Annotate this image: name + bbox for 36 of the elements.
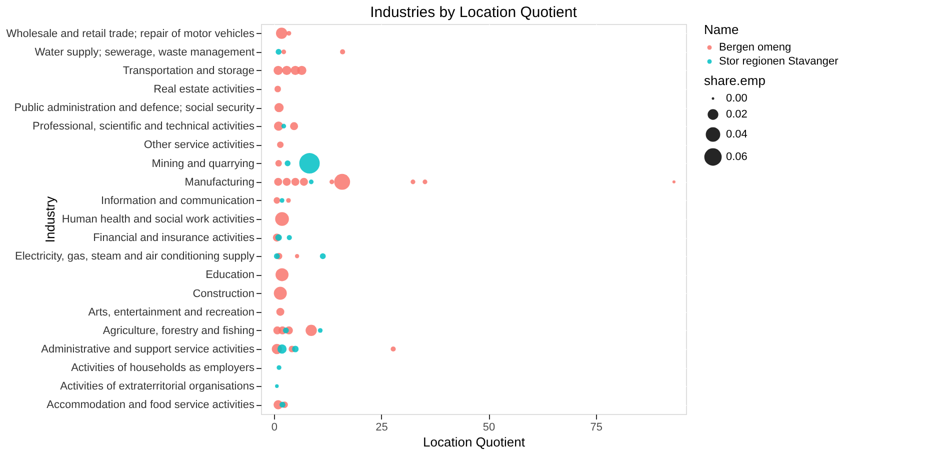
- x-tick-label: 50: [482, 422, 496, 434]
- legend-label: 0.00: [726, 92, 748, 104]
- y-tick-label: Administrative and support service activities: [41, 344, 255, 356]
- y-tick-label: Manufacturing: [184, 176, 254, 188]
- y-tick-label: Mining and quarrying: [152, 158, 254, 170]
- y-tick-label: Transportation and storage: [122, 64, 254, 77]
- y-tick-label: Information and communication: [101, 194, 254, 207]
- y-tick-label: Financial and insurance activities: [93, 232, 255, 244]
- y-tick-label: Accommodation and food service activities: [46, 399, 255, 412]
- x-tick-label: 0: [271, 422, 278, 434]
- y-tick-label: Construction: [192, 288, 254, 300]
- y-tick-label: Professional, scientific and technical activities: [32, 120, 255, 133]
- legend-label: Bergen omeng: [719, 42, 792, 54]
- legend-label: Stor regionen Stavanger: [719, 56, 839, 68]
- color-bar-title: share.emp: [704, 73, 766, 88]
- y-tick-label: Electricity, gas, steam and air conditioning supply: [15, 250, 255, 263]
- legend-label: 0.06: [726, 151, 748, 163]
- y-tick-label: Arts, entertainment and recreation: [88, 306, 254, 318]
- y-tick-label: Other service activities: [144, 139, 255, 152]
- y-axis-title: Industry: [42, 196, 58, 243]
- y-tick-label: Human health and social work activities: [62, 214, 255, 226]
- y-tick-label: Activities of households as employers: [71, 362, 255, 374]
- legend-title: Name: [704, 22, 739, 37]
- y-tick-label: Activities of extraterritorial organisations: [60, 380, 255, 393]
- x-tick-label: 75: [590, 422, 602, 434]
- y-tick-label: Wholesale and retail trade; repair of motor vehicles: [6, 28, 255, 40]
- x-tick-label: 25: [376, 422, 388, 434]
- chart-title: Industries by Location Quotient: [370, 4, 578, 21]
- y-tick-label: Real estate activities: [154, 84, 255, 96]
- legend-label: 0.04: [726, 128, 748, 140]
- x-axis-title: Location Quotient: [423, 434, 526, 450]
- y-tick-label: Water supply; sewerage, waste management: [34, 46, 254, 58]
- legend-label: 0.02: [726, 108, 748, 120]
- y-tick-label: Education: [206, 269, 254, 282]
- y-tick-label: Public administration and defence; social security: [14, 102, 255, 114]
- y-tick-label: Agriculture, forestry and fishing: [102, 324, 254, 337]
